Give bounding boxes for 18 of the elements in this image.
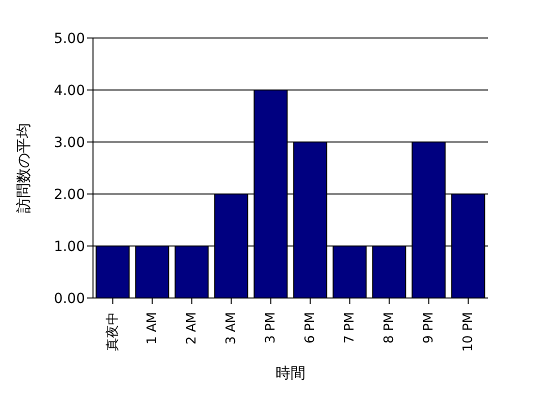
x-tick-label: 6 PM [302,312,318,344]
x-tick-label: 真夜中 [104,312,120,351]
x-tick-label: 8 PM [382,312,397,344]
y-tick-label: 0.00 [54,290,85,307]
x-tick-label: 3 AM [224,312,239,345]
x-tick-label: 10 PM [460,312,476,352]
y-tick-label: 5.00 [54,30,85,47]
x-tick-label: 9 PM [421,312,436,344]
x-tick-label: 3 PM [263,312,278,344]
y-tick-label: 3.00 [54,134,85,151]
y-axis-title: 訪問数の平均 [14,123,32,213]
x-tick-label: 2 AM [184,312,200,345]
x-axis-title: 時間 [276,364,306,382]
x-tick-label: 7 PM [342,312,358,344]
y-tick-label: 2.00 [54,186,85,203]
y-tick-label: 1.00 [54,238,85,255]
x-tick-label: 1 AM [144,312,160,345]
y-tick-label: 4.00 [54,82,85,99]
